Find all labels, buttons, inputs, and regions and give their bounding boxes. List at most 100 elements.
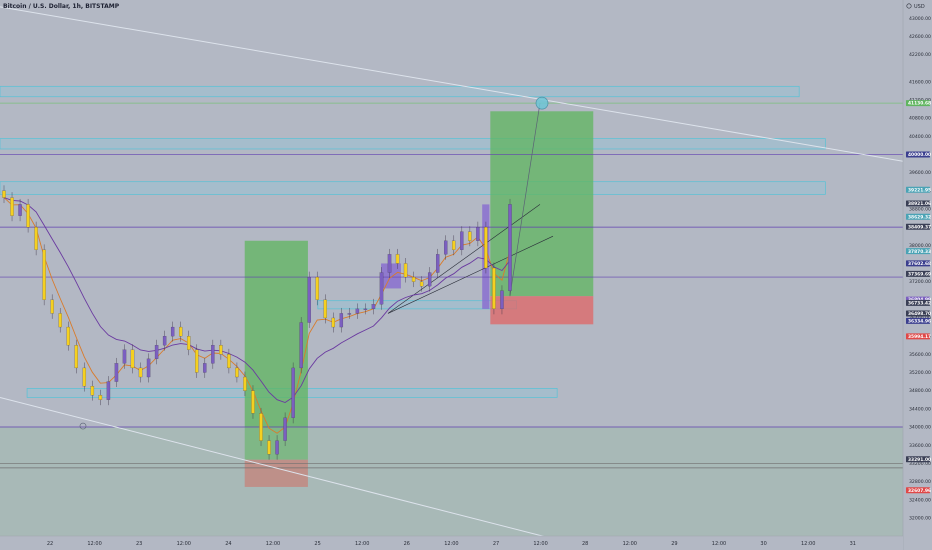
price-badges-layer: 41130.68 40000.00 39221.95 38921.06 38629.32…	[906, 100, 931, 494]
price-badge[interactable]	[906, 310, 930, 317]
price-badge[interactable]	[906, 456, 930, 463]
candle-body-13	[106, 381, 111, 400]
x-tick-label: 26	[404, 541, 410, 547]
price-badge-label: 32607.96	[908, 488, 931, 494]
price-badge-label: 37602.68	[908, 261, 931, 267]
price-badge[interactable]	[906, 317, 930, 324]
candle-body-3	[26, 204, 30, 228]
price-badge-label: 37870.33	[908, 249, 931, 255]
x-tick-label: 12:00	[444, 541, 458, 547]
ema-slow-line	[3, 197, 511, 403]
price-badge-label: 36334.96	[908, 319, 931, 325]
price-badge[interactable]	[906, 487, 930, 494]
price-badge-label: 38409.37	[908, 224, 931, 230]
candle-body-8	[66, 326, 70, 346]
x-tick-label: 23	[136, 541, 142, 547]
candle-body-38	[307, 276, 311, 323]
price-badge-label: 41130.68	[908, 101, 931, 107]
candle-body-16	[130, 349, 135, 369]
moving-averages-layer	[3, 197, 511, 434]
price-badge[interactable]	[906, 200, 930, 207]
price-badge[interactable]	[906, 299, 930, 306]
candle-body-54	[436, 254, 440, 273]
price-badge-label: 37369.69	[908, 272, 931, 278]
target-marker[interactable]	[535, 96, 549, 110]
zone-profit-7[interactable]	[490, 111, 594, 297]
price-badge[interactable]	[906, 333, 930, 340]
candle-body-48	[387, 254, 392, 273]
y-tick-label: 37200.00	[909, 279, 931, 285]
candle-body-62	[500, 290, 504, 309]
x-tick-label: 12:00	[177, 541, 191, 547]
candle-body-1	[10, 197, 14, 216]
y-tick-label: 32400.00	[909, 497, 931, 503]
candle-body-22	[178, 326, 183, 337]
price-badge-label: 36498.70	[908, 311, 931, 317]
levels-layer	[0, 102, 903, 469]
price-badge[interactable]	[906, 223, 930, 230]
x-tick-label: 12:00	[712, 541, 726, 547]
price-badge[interactable]	[906, 100, 930, 107]
y-tick-label: 42600.00	[909, 34, 931, 40]
candle-body-30	[243, 376, 247, 391]
candle-body-20	[162, 336, 167, 346]
price-badge[interactable]	[906, 213, 930, 220]
settings-icon[interactable]	[906, 3, 912, 9]
y-tick-label: 40400.00	[909, 134, 931, 140]
candle-body-55	[444, 240, 448, 255]
candle-body-28	[227, 354, 231, 369]
candle-body-61	[492, 267, 496, 309]
candle-body-12	[98, 395, 103, 400]
zone-loss-8[interactable]	[490, 296, 594, 325]
x-tick-label: 31	[850, 541, 856, 547]
zone-recent-9[interactable]	[381, 263, 401, 289]
zone-zone-0[interactable]	[0, 85, 800, 98]
y-tick-label: 33600.00	[909, 443, 931, 449]
trendline-lower[interactable]	[0, 396, 561, 542]
chart-title: Bitcoin / U.S. Dollar, 1h, BITSTAMP	[3, 3, 120, 10]
x-tick-label: 12:00	[87, 541, 101, 547]
trendline-upper[interactable]	[0, 6, 904, 162]
candle-body-25	[203, 363, 207, 373]
zone-zone-2[interactable]	[0, 181, 826, 195]
candle-body-31	[251, 390, 255, 414]
candle-body-5	[42, 249, 46, 300]
y-tick-label: 35600.00	[909, 352, 931, 358]
annotations-layer	[79, 96, 549, 430]
price-badge-label: 36733.42	[908, 300, 931, 306]
candle-body-32	[259, 413, 263, 441]
candle-body-41	[331, 317, 336, 328]
candle-body-11	[90, 386, 95, 396]
candle-body-59	[476, 227, 480, 241]
wedge-line-bottom[interactable]	[387, 235, 554, 314]
y-tick-label: 34000.00	[909, 425, 931, 431]
price-badge[interactable]	[906, 186, 930, 193]
price-badge[interactable]	[906, 260, 930, 267]
price-badge[interactable]	[906, 248, 930, 255]
currency-label: USD	[914, 4, 925, 10]
price-badge-label: 33291.00	[908, 457, 931, 463]
time-axis-ticks: 22 12:00 23 12:00 24 12:00 25 12:00 26 12:00 27 12:…	[47, 541, 856, 547]
candle-body-6	[50, 299, 54, 314]
candle-body-43	[347, 313, 352, 315]
candle-body-14	[114, 363, 119, 382]
candle-body-40	[323, 299, 327, 319]
low-marker	[79, 422, 87, 430]
price-badge-label: 39221.95	[908, 187, 931, 193]
y-tick-label: 35200.00	[909, 370, 931, 376]
candle-body-26	[211, 345, 215, 364]
candle-body-35	[283, 417, 287, 441]
x-tick-label: 12:00	[533, 541, 547, 547]
y-tick-label: 32800.00	[909, 479, 931, 485]
zone-zone-1[interactable]	[0, 138, 826, 150]
price-badge[interactable]	[906, 270, 930, 277]
candle-body-56	[452, 240, 456, 250]
candle-body-15	[122, 349, 127, 364]
price-badge-label: 38629.32	[908, 214, 931, 220]
price-badge-label: 38921.06	[908, 201, 931, 207]
time-axis-panel[interactable]	[0, 536, 903, 550]
target-projection-line[interactable]	[509, 103, 541, 296]
price-badge[interactable]	[906, 151, 930, 158]
